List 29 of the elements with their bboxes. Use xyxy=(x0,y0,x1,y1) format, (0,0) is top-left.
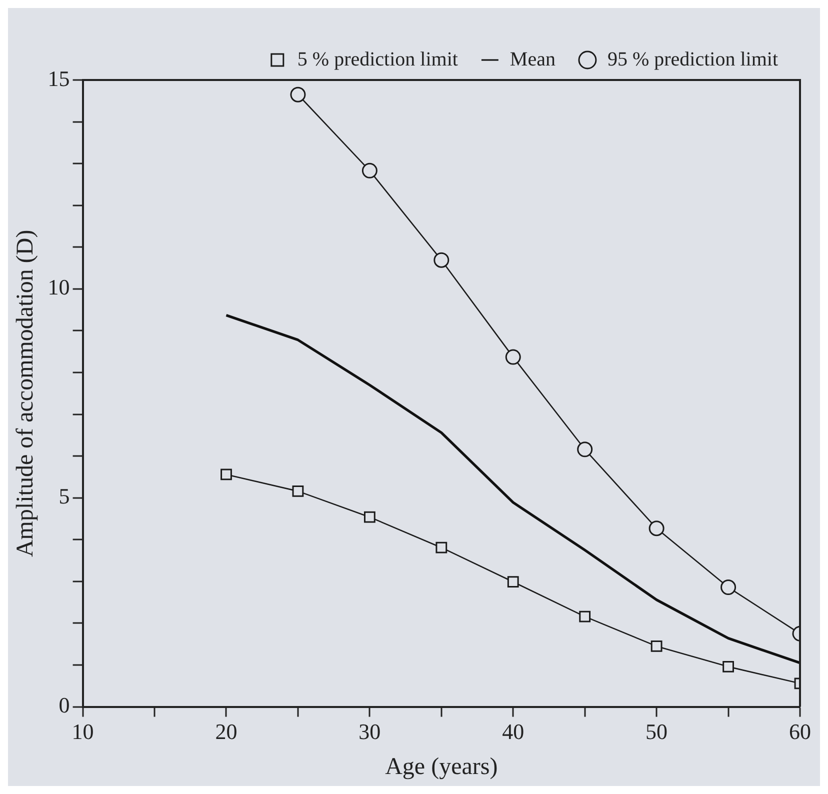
legend-label: 95 % prediction limit xyxy=(607,48,778,70)
point xyxy=(579,610,591,622)
point xyxy=(292,485,304,497)
y-tick-label: 5 xyxy=(58,484,70,509)
y-tick-label: 0 xyxy=(58,692,70,718)
y-tick-label: 10 xyxy=(48,274,70,300)
point xyxy=(290,86,306,102)
point xyxy=(648,520,664,536)
legend-label: 5 % prediction limit xyxy=(297,48,458,70)
point xyxy=(434,252,450,268)
point xyxy=(720,580,736,596)
point xyxy=(577,442,593,458)
x-tick-label: 40 xyxy=(502,718,524,744)
point xyxy=(362,162,378,178)
x-tick-label: 50 xyxy=(646,718,668,744)
x-tick-label: 30 xyxy=(358,718,381,744)
point xyxy=(220,468,232,480)
y-tick-label: 15 xyxy=(48,66,70,91)
y-axis-title: Amplitude of accommodation (D) xyxy=(12,230,39,558)
point xyxy=(505,349,521,365)
x-tick-label: 20 xyxy=(215,718,238,744)
point xyxy=(650,640,662,652)
point xyxy=(436,542,448,554)
legend-label: Mean xyxy=(510,48,556,70)
point xyxy=(364,511,376,523)
point xyxy=(507,576,519,588)
x-axis-title: Age (years) xyxy=(385,754,498,780)
point xyxy=(722,660,734,672)
x-tick-label: 60 xyxy=(789,718,811,744)
